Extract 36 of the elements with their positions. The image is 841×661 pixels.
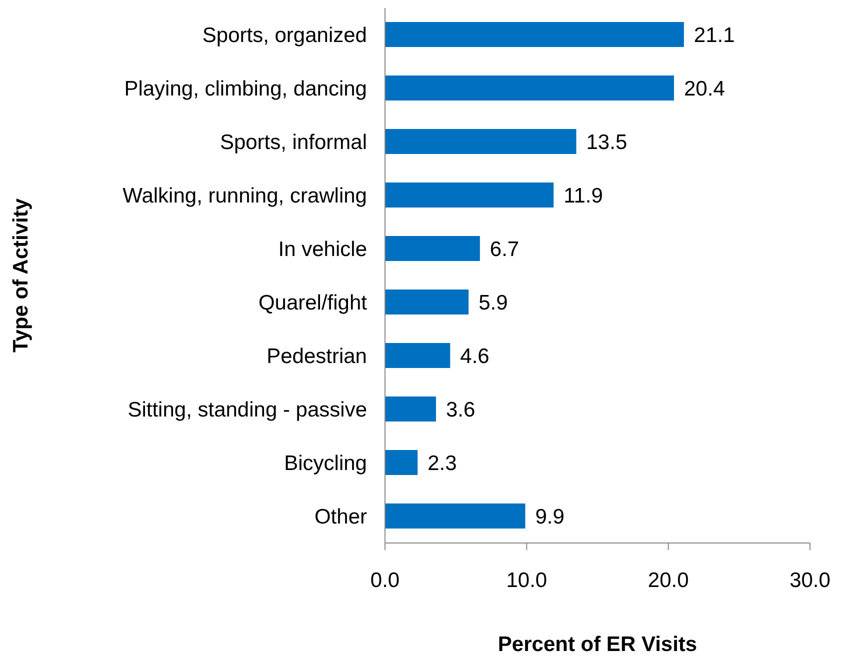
x-tick-label: 20.0: [648, 568, 689, 592]
y-tick-label: Other: [314, 506, 367, 529]
data-label: 5.9: [478, 291, 508, 314]
bar: [385, 22, 684, 47]
y-tick-label: In vehicle: [278, 238, 367, 262]
data-label: 20.4: [684, 77, 726, 100]
y-tick-label: Pedestrian: [266, 345, 367, 368]
bar: [385, 396, 436, 422]
data-label: 13.5: [586, 130, 628, 154]
y-axis-title: Type of Activity: [9, 198, 32, 353]
x-tick-label: 10.0: [506, 568, 548, 592]
data-label: 9.9: [535, 505, 564, 528]
y-tick-label: Walking, running, crawling: [122, 184, 367, 208]
bar: [385, 343, 450, 368]
y-tick-label: Bicycling: [284, 452, 367, 476]
bar: [385, 76, 674, 100]
bar: [385, 290, 469, 314]
x-axis-title: Percent of ER Visits: [498, 633, 698, 656]
y-tick-label: Sports, informal: [220, 131, 367, 154]
data-label: 21.1: [694, 24, 735, 47]
data-label: 11.9: [564, 184, 603, 208]
bar: [385, 236, 480, 261]
data-label: 4.6: [460, 344, 490, 368]
y-tick-label: Sports, organized: [202, 24, 367, 48]
data-label: 6.7: [490, 238, 520, 261]
x-tick-label: 0.0: [370, 568, 400, 592]
y-tick-label: Quarel/fight: [258, 292, 368, 315]
x-tick-label: 30.0: [790, 568, 830, 592]
bar: [385, 504, 526, 528]
bar: [385, 182, 554, 208]
y-tick-label: Sitting, standing - passive: [128, 398, 367, 422]
bar: [385, 450, 418, 475]
y-tick-label: Playing, climbing, dancing: [124, 78, 367, 101]
bar: [385, 129, 576, 154]
data-label: 3.6: [446, 398, 476, 422]
data-label: 2.3: [428, 452, 457, 475]
